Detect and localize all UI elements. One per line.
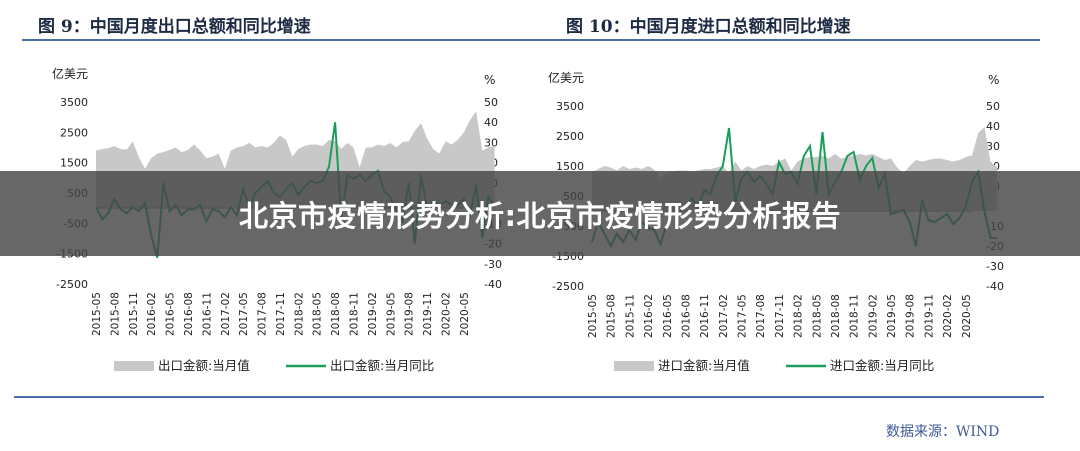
legend-area-swatch xyxy=(614,361,654,371)
bottom-rule xyxy=(14,396,1044,398)
x-tick-label: 2015-05 xyxy=(587,294,599,338)
x-tick-label: 2020-02 xyxy=(440,292,452,336)
legend-line-label: 出口金额:当月同比 xyxy=(330,358,434,373)
x-tick-label: 2018-02 xyxy=(793,294,805,338)
x-tick-label: 2019-08 xyxy=(404,292,416,336)
legend-area-label: 出口金额:当月值 xyxy=(158,358,250,373)
y-right-tick-label: -30 xyxy=(986,260,1004,273)
x-tick-label: 2018-08 xyxy=(830,294,842,338)
x-tick-label: 2016-11 xyxy=(201,292,213,336)
y-right-tick-label: 30 xyxy=(986,140,1000,153)
legend-area-label: 进口金额:当月值 xyxy=(658,358,750,373)
x-tick-label: 2016-08 xyxy=(183,292,195,336)
source-note: 数据来源：WIND xyxy=(886,424,1000,440)
y-left-tick-label: -2500 xyxy=(56,278,88,291)
legend-area-swatch xyxy=(114,361,154,371)
y-left-tick-label: 1500 xyxy=(556,160,584,173)
x-tick-label: 2018-05 xyxy=(811,294,823,338)
x-tick-label: 2020-02 xyxy=(942,294,954,338)
x-tick-label: 2018-08 xyxy=(330,292,342,336)
y-right-axis-label: % xyxy=(988,73,999,87)
x-tick-label: 2017-02 xyxy=(718,294,730,338)
x-tick-label: 2018-05 xyxy=(312,292,324,336)
x-tick-label: 2015-05 xyxy=(91,292,103,336)
y-left-tick-label: 1500 xyxy=(60,157,88,170)
y-right-tick-label: -30 xyxy=(484,258,502,271)
x-tick-label: 2017-05 xyxy=(238,292,250,336)
x-tick-label: 2019-02 xyxy=(867,294,879,338)
x-tick-label: 2019-11 xyxy=(422,292,434,336)
chart-title-import: 图 10：中国月度进口总额和同比增速 xyxy=(566,17,851,37)
overlay-banner: 北京市疫情形势分析:北京市疫情形势分析报告 xyxy=(0,171,1080,256)
x-tick-label: 2017-02 xyxy=(220,292,232,336)
banner-title: 北京市疫情形势分析:北京市疫情形势分析报告 xyxy=(238,198,842,233)
x-tick-label: 2019-02 xyxy=(367,292,379,336)
legend-line-label: 进口金额:当月同比 xyxy=(830,358,934,373)
x-tick-label: 2018-11 xyxy=(349,292,361,336)
x-tick-label: 2016-08 xyxy=(680,294,692,338)
x-tick-label: 2015-11 xyxy=(624,294,636,338)
x-tick-label: 2017-11 xyxy=(275,292,287,336)
x-tick-label: 2016-05 xyxy=(165,292,177,336)
y-left-axis-label: 亿美元 xyxy=(52,66,88,81)
x-tick-label: 2016-02 xyxy=(146,292,158,336)
x-tick-label: 2017-08 xyxy=(257,292,269,336)
x-tick-label: 2019-05 xyxy=(886,294,898,338)
y-right-tick-label: -40 xyxy=(484,278,502,291)
y-left-tick-label: 3500 xyxy=(60,96,88,109)
x-tick-label: 2015-08 xyxy=(109,292,121,336)
x-tick-label: 2018-11 xyxy=(849,294,861,338)
x-tick-label: 2018-02 xyxy=(293,292,305,336)
x-tick-label: 2019-11 xyxy=(923,294,935,338)
y-left-tick-label: 2500 xyxy=(60,126,88,139)
x-tick-label: 2020-05 xyxy=(459,292,471,336)
x-tick-label: 2020-05 xyxy=(961,294,973,338)
x-tick-label: 2016-11 xyxy=(699,294,711,338)
x-tick-label: 2019-08 xyxy=(905,294,917,338)
y-left-tick-label: 3500 xyxy=(556,100,584,113)
y-left-tick-label: 2500 xyxy=(556,130,584,143)
x-tick-label: 2015-11 xyxy=(128,292,140,336)
chart-title-export: 图 9：中国月度出口总额和同比增速 xyxy=(38,17,311,37)
y-right-tick-label: 50 xyxy=(484,96,498,109)
x-tick-label: 2017-08 xyxy=(755,294,767,338)
x-tick-label: 2016-05 xyxy=(662,294,674,338)
y-left-axis-label: 亿美元 xyxy=(548,70,584,85)
y-right-axis-label: % xyxy=(484,73,495,87)
y-left-tick-label: -2500 xyxy=(552,280,584,293)
y-right-tick-label: 40 xyxy=(484,116,498,129)
x-tick-label: 2016-02 xyxy=(643,294,655,338)
y-right-tick-label: 50 xyxy=(986,100,1000,113)
x-tick-label: 2015-08 xyxy=(606,294,618,338)
x-tick-label: 2017-05 xyxy=(737,294,749,338)
top-rule xyxy=(22,39,1040,41)
y-right-tick-label: -40 xyxy=(986,280,1004,293)
x-tick-label: 2019-05 xyxy=(385,292,397,336)
y-right-tick-label: 40 xyxy=(986,120,1000,133)
x-tick-label: 2017-11 xyxy=(774,294,786,338)
